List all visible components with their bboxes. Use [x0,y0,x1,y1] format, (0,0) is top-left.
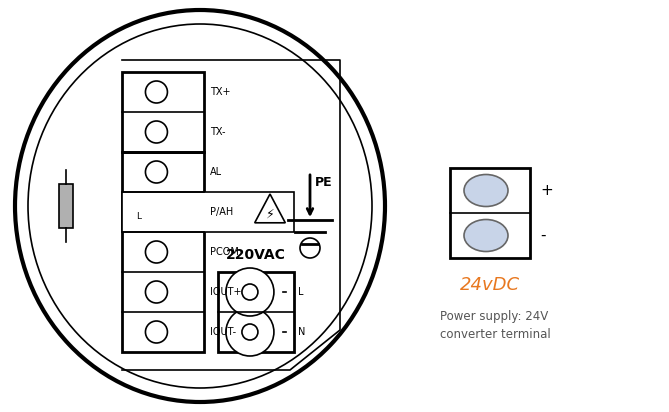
Text: +: + [540,183,553,198]
Circle shape [226,308,274,356]
Text: AL: AL [210,167,222,177]
Text: TX-: TX- [210,127,225,137]
Text: L: L [298,287,304,297]
Circle shape [226,268,274,316]
Text: IOUT-: IOUT- [210,327,236,337]
Text: L: L [136,211,141,220]
Text: TX+: TX+ [210,87,231,97]
Bar [122,72,204,152]
Text: converter terminal: converter terminal [440,328,551,341]
Text: ⚡: ⚡ [266,207,274,220]
Text: PE: PE [315,176,332,189]
Text: 24vDC: 24vDC [460,276,520,294]
Text: -: - [540,228,545,243]
Bar [122,192,294,232]
Ellipse shape [464,175,508,206]
Text: Power supply: 24V: Power supply: 24V [440,310,549,323]
Text: 220VAC: 220VAC [226,248,286,262]
Bar [450,168,530,258]
Bar [59,184,73,228]
Ellipse shape [464,220,508,251]
Text: P/AH: P/AH [210,207,233,217]
Text: IOUT+: IOUT+ [210,287,242,297]
Bar [122,152,204,352]
Text: N: N [298,327,305,337]
Text: PCOM: PCOM [210,247,239,257]
Bar [218,272,294,352]
